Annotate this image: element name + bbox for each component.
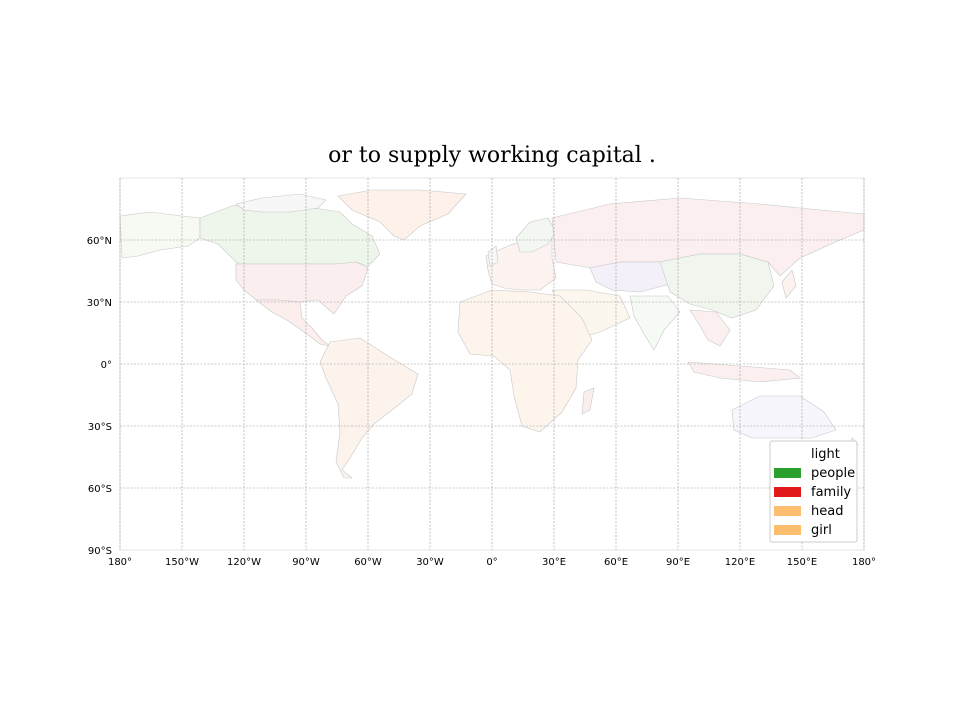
map-legend: light people family head girl — [769, 440, 858, 543]
land-africa — [457, 289, 593, 433]
lon-tick-label: 180° — [852, 557, 876, 568]
legend-swatch — [774, 468, 801, 478]
lon-tick-label: 60°E — [604, 557, 628, 568]
legend-label: people — [811, 466, 855, 481]
legend-label: girl — [811, 523, 832, 538]
legend-swatch — [774, 449, 801, 459]
lon-tick-label: 120°W — [227, 557, 261, 568]
land-south-america — [319, 337, 419, 479]
land-scandinavia — [515, 217, 557, 253]
lat-tick-label: 60°S — [88, 484, 112, 495]
lon-tick-label: 30°E — [542, 557, 566, 568]
land-indonesia — [687, 361, 801, 383]
legend-box — [769, 440, 858, 543]
lon-tick-label: 90°W — [292, 557, 320, 568]
land-usa — [235, 261, 369, 315]
lat-tick-label: 30°N — [87, 298, 112, 309]
land-japan — [781, 269, 797, 299]
land-madagascar — [581, 387, 595, 415]
map-title: or to supply working capital . — [328, 143, 656, 168]
land-uk — [487, 245, 499, 267]
land-masses — [119, 189, 865, 479]
map-gridlines — [119, 178, 865, 550]
legend-label: family — [811, 485, 851, 500]
legend-swatch — [774, 525, 801, 535]
lat-tick-label: 0° — [101, 360, 112, 371]
lon-tick-label: 30°W — [416, 557, 444, 568]
legend-swatch — [774, 506, 801, 516]
land-greenland — [337, 189, 467, 241]
lon-tick-label: 60°W — [354, 557, 382, 568]
legend-label: light — [811, 447, 840, 462]
lon-tick-label: 90°E — [666, 557, 690, 568]
land-arctic-islands — [235, 193, 327, 213]
land-alaska — [119, 211, 201, 259]
legend-swatch — [774, 487, 801, 497]
land-southeast-asia — [689, 309, 731, 347]
lat-tick-label: 90°S — [88, 546, 112, 557]
legend-label: head — [811, 504, 843, 519]
map-tick-labels: 180° 150°W 120°W 90°W 60°W 30°W 0° 30°E 60°E 90°E… — [87, 236, 876, 568]
lon-tick-label: 150°W — [165, 557, 199, 568]
land-central-asia — [589, 261, 671, 293]
lon-tick-label: 150°E — [787, 557, 817, 568]
land-australia — [731, 395, 837, 439]
land-central-america — [255, 299, 331, 347]
lat-tick-label: 30°S — [88, 422, 112, 433]
lon-tick-label: 120°E — [725, 557, 755, 568]
lon-tick-label: 180° — [108, 557, 132, 568]
lon-tick-label: 0° — [486, 557, 497, 568]
lat-tick-label: 60°N — [87, 236, 112, 247]
land-india — [629, 295, 681, 351]
